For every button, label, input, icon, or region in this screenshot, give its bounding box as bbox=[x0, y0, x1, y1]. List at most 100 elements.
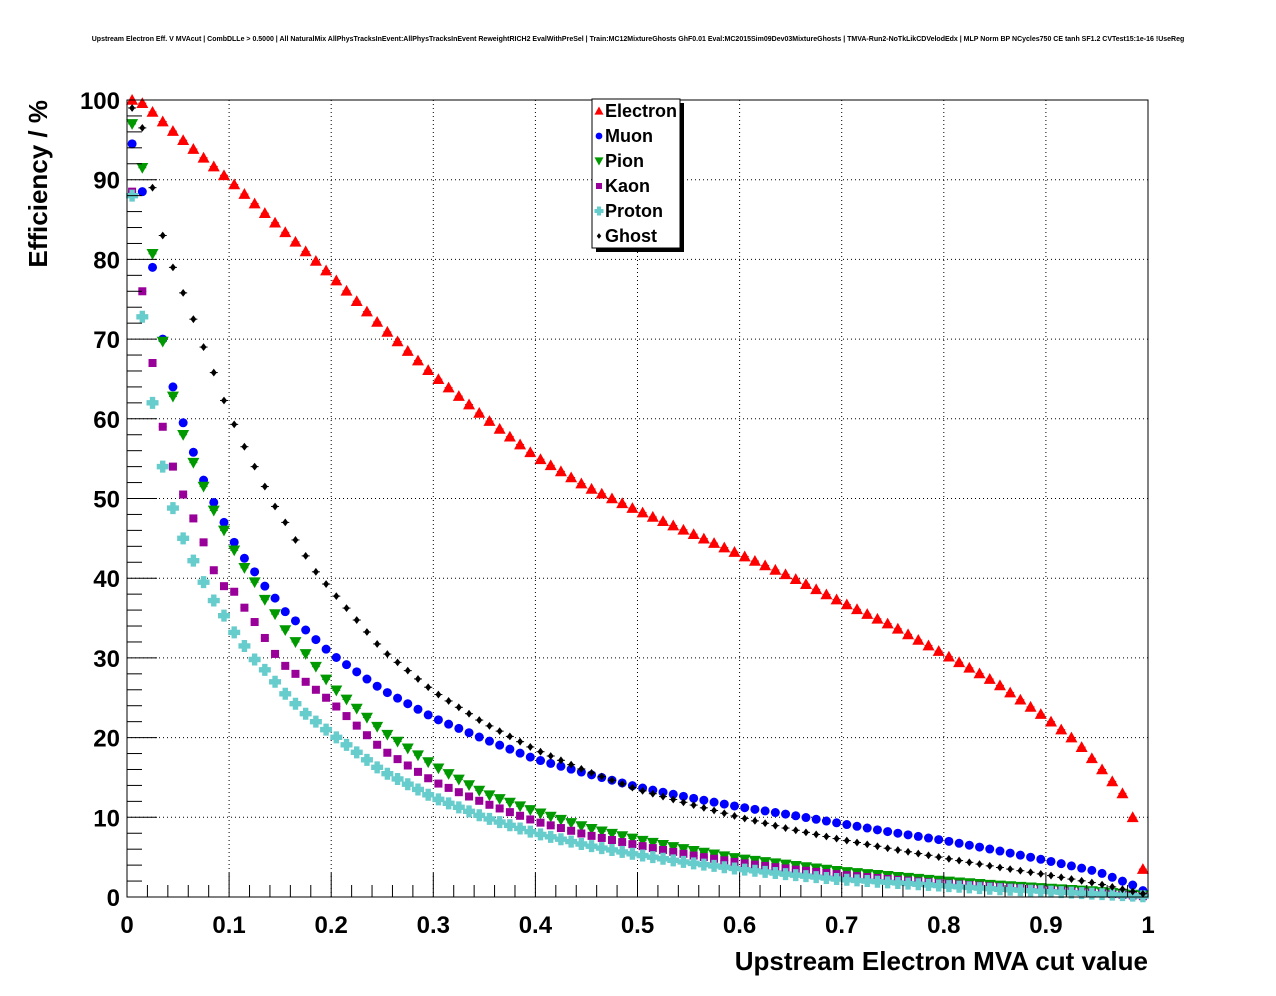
data-point-electron bbox=[677, 523, 690, 535]
data-point-electron bbox=[248, 197, 261, 209]
data-point-ghost bbox=[1048, 871, 1055, 880]
data-point-pion bbox=[146, 249, 159, 260]
x-tick-label: 0.7 bbox=[825, 912, 858, 939]
data-point-ghost bbox=[690, 801, 697, 810]
data-point-ghost bbox=[1068, 875, 1075, 883]
data-point-muon bbox=[1087, 865, 1097, 875]
data-point-muon bbox=[1005, 848, 1015, 858]
data-point-proton bbox=[146, 396, 159, 409]
data-point-electron bbox=[1034, 708, 1047, 719]
data-point-electron bbox=[759, 559, 772, 571]
data-point-kaon bbox=[454, 788, 463, 797]
data-point-ghost bbox=[292, 536, 299, 544]
data-point-ghost bbox=[802, 828, 809, 837]
data-point-muon bbox=[852, 821, 862, 831]
data-point-proton bbox=[1034, 885, 1047, 898]
data-point-proton bbox=[881, 876, 894, 889]
data-point-electron bbox=[851, 603, 864, 615]
data-point-proton bbox=[136, 310, 149, 323]
y-tick-label: 30 bbox=[93, 646, 120, 673]
data-point-electron bbox=[289, 235, 302, 247]
data-point-proton bbox=[1065, 886, 1078, 899]
data-point-muon bbox=[750, 804, 760, 814]
data-point-ghost bbox=[1129, 887, 1136, 896]
data-point-pion bbox=[309, 661, 322, 673]
data-point-kaon bbox=[424, 774, 433, 783]
data-point-proton bbox=[1075, 887, 1088, 900]
data-point-muon bbox=[964, 840, 974, 850]
data-point-proton bbox=[912, 878, 925, 891]
data-point-electron bbox=[299, 245, 312, 257]
data-point-pion bbox=[381, 729, 394, 741]
y-tick-label: 80 bbox=[93, 247, 120, 274]
data-point-electron bbox=[503, 430, 516, 442]
data-point-kaon bbox=[434, 779, 443, 788]
data-point-proton bbox=[697, 858, 710, 871]
data-point-ghost bbox=[169, 263, 176, 272]
data-point-muon bbox=[505, 744, 515, 754]
data-point-pion bbox=[248, 577, 261, 589]
data-point-proton bbox=[299, 707, 312, 720]
data-point-proton bbox=[820, 872, 833, 885]
data-point-ghost bbox=[945, 854, 952, 863]
data-point-proton bbox=[922, 878, 935, 891]
data-point-pion bbox=[207, 505, 220, 517]
data-point-muon bbox=[290, 616, 300, 626]
data-point-ghost bbox=[568, 760, 575, 769]
data-point-kaon bbox=[271, 649, 280, 658]
data-point-ghost bbox=[231, 420, 238, 429]
data-point-ghost bbox=[608, 776, 615, 785]
data-point-muon bbox=[413, 704, 423, 714]
data-point-muon bbox=[791, 811, 801, 821]
data-point-pion bbox=[677, 844, 690, 855]
data-point-proton bbox=[1014, 884, 1027, 897]
axis-ticks bbox=[126, 99, 1149, 898]
data-point-electron bbox=[1096, 763, 1109, 775]
data-point-ghost bbox=[394, 658, 401, 667]
data-point-kaon bbox=[699, 853, 708, 862]
data-point-muon bbox=[893, 828, 903, 838]
data-point-pion bbox=[452, 774, 465, 786]
data-point-muon bbox=[403, 699, 413, 709]
data-point-electron bbox=[156, 115, 169, 127]
data-point-muon bbox=[270, 593, 280, 603]
data-point-ghost bbox=[353, 616, 360, 624]
data-point-ghost bbox=[680, 798, 687, 807]
data-point-kaon bbox=[230, 587, 239, 596]
data-point-pion bbox=[391, 736, 404, 748]
data-point-ghost bbox=[537, 747, 544, 756]
data-point-proton bbox=[534, 828, 547, 841]
data-point-muon bbox=[393, 693, 403, 703]
y-tick-label: 90 bbox=[93, 168, 120, 195]
data-point-muon bbox=[444, 719, 454, 729]
data-point-electron bbox=[473, 406, 486, 418]
data-point-ghost bbox=[1027, 868, 1034, 877]
data-point-kaon bbox=[669, 847, 678, 856]
data-point-ghost bbox=[976, 860, 983, 868]
data-point-ghost bbox=[220, 396, 227, 405]
data-point-muon bbox=[342, 660, 352, 670]
data-point-muon bbox=[423, 710, 433, 720]
data-point-proton bbox=[411, 783, 424, 796]
data-point-proton bbox=[269, 675, 282, 688]
y-tick-label: 100 bbox=[80, 88, 120, 115]
data-point-muon bbox=[188, 447, 198, 457]
data-point-muon bbox=[1128, 880, 1138, 890]
data-point-muon bbox=[362, 674, 372, 684]
data-point-pion bbox=[646, 837, 659, 849]
data-point-electron bbox=[360, 305, 373, 317]
data-point-kaon bbox=[403, 761, 412, 770]
data-point-kaon bbox=[352, 721, 361, 730]
data-point-ghost bbox=[1119, 885, 1126, 894]
data-point-proton bbox=[728, 862, 741, 875]
data-point-electron bbox=[708, 537, 721, 548]
data-point-muon bbox=[311, 635, 321, 645]
data-point-ghost bbox=[874, 842, 881, 851]
data-point-proton bbox=[197, 576, 210, 589]
legend-marker-kaon bbox=[596, 183, 602, 189]
data-point-electron bbox=[953, 656, 966, 668]
data-point-muon bbox=[923, 833, 933, 843]
data-point-ghost bbox=[935, 853, 942, 861]
data-point-electron bbox=[422, 364, 435, 375]
data-point-muon bbox=[148, 262, 158, 272]
